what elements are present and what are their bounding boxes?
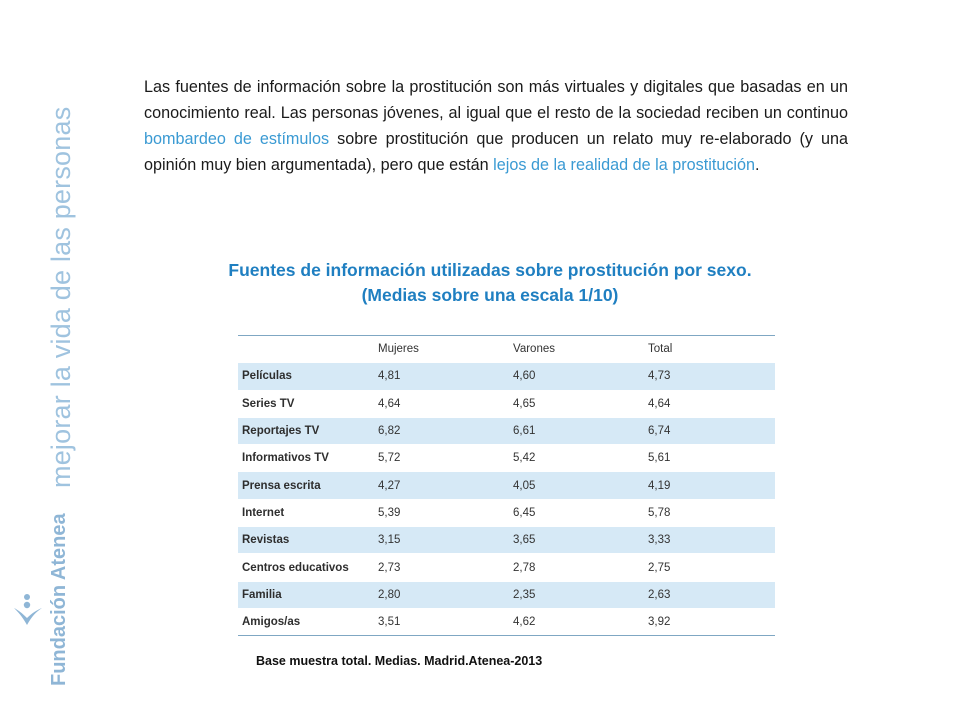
intro-paragraph: Las fuentes de información sobre la pros… [144, 74, 848, 178]
table-row: Reportajes TV 6,82 6,61 6,74 [238, 416, 775, 446]
intro-highlight-2: lejos de la realidad de la prostitución [493, 156, 756, 174]
cell-mujeres: 5,72 [378, 452, 401, 465]
cell-mujeres: 4,27 [374, 471, 509, 500]
intro-text-1: Las fuentes de información sobre la pros… [144, 78, 848, 122]
header-empty [238, 334, 374, 363]
row-label: Películas [238, 362, 374, 391]
cell-mujeres: 6,82 [374, 416, 509, 446]
cell-varones: 3,65 [509, 526, 644, 555]
cell-total: 3,33 [644, 526, 775, 555]
cell-total: 3,92 [644, 608, 775, 637]
header-varones: Varones [509, 334, 644, 363]
row-label: Revistas [238, 526, 374, 555]
cell-total: 2,75 [648, 561, 671, 574]
cell-total: 4,73 [644, 362, 775, 391]
intro-highlight-1: bombardeo de estímulos [144, 130, 330, 148]
cell-varones: 5,42 [513, 452, 536, 465]
row-label: Internet [242, 506, 285, 519]
sidebar-tagline: mejorar la vida de las personas [46, 106, 76, 488]
header-total: Total [644, 334, 775, 363]
cell-varones: 4,60 [509, 362, 644, 391]
atenea-figure-icon [14, 594, 42, 625]
table-row: Series TV 4,64 4,65 4,64 [238, 390, 775, 417]
cell-varones: 6,61 [509, 416, 644, 446]
table-row: Películas 4,81 4,60 4,73 [238, 362, 775, 391]
cell-varones: 4,05 [509, 471, 644, 500]
cell-total: 4,64 [648, 397, 671, 410]
table-title: Fuentes de información utilizadas sobre … [180, 258, 800, 308]
cell-mujeres: 4,81 [374, 362, 509, 391]
source-note: Base muestra total. Medias. Madrid.Atene… [256, 654, 543, 668]
table-row: Revistas 3,15 3,65 3,33 [238, 526, 775, 555]
table-row: Centros educativos 2,73 2,78 2,75 [238, 554, 775, 581]
cell-varones: 2,35 [509, 580, 644, 609]
table-title-line1: Fuentes de información utilizadas sobre … [228, 260, 752, 280]
cell-mujeres: 2,80 [374, 580, 509, 609]
row-label: Centros educativos [242, 561, 349, 574]
table-row: Prensa escrita 4,27 4,05 4,19 [238, 471, 775, 500]
table-row: Amigos/as 3,51 4,62 3,92 [238, 608, 775, 637]
row-label: Prensa escrita [238, 471, 374, 500]
cell-varones: 2,78 [513, 561, 536, 574]
table-row: Familia 2,80 2,35 2,63 [238, 580, 775, 609]
intro-text-3: . [755, 156, 760, 174]
sidebar-brand: Fundación Atenea [48, 513, 70, 686]
intro-text-2: sobre prostitución que producen un relat… [144, 130, 848, 174]
cell-mujeres: 2,73 [378, 561, 401, 574]
cell-mujeres: 4,64 [378, 397, 401, 410]
table-row: Internet 5,39 6,45 5,78 [238, 499, 775, 526]
row-label: Amigos/as [238, 608, 374, 637]
cell-varones: 6,45 [513, 506, 536, 519]
table-row: Informativos TV 5,72 5,42 5,61 [238, 445, 775, 472]
header-mujeres: Mujeres [374, 334, 509, 363]
row-label: Informativos TV [242, 452, 329, 465]
cell-total: 2,63 [644, 580, 775, 609]
cell-varones: 4,65 [513, 397, 536, 410]
sources-table: Mujeres Varones Total Películas 4,81 4,6… [238, 334, 775, 637]
row-label: Series TV [242, 397, 295, 410]
row-label: Familia [238, 580, 374, 609]
cell-mujeres: 3,15 [374, 526, 509, 555]
cell-total: 5,78 [648, 506, 671, 519]
cell-varones: 4,62 [509, 608, 644, 637]
cell-total: 6,74 [644, 416, 775, 446]
table-header-row: Mujeres Varones Total [238, 334, 775, 363]
cell-total: 5,61 [648, 452, 671, 465]
cell-mujeres: 3,51 [374, 608, 509, 637]
row-label: Reportajes TV [238, 416, 374, 446]
table-title-line2: (Medias sobre una escala 1/10) [361, 285, 619, 305]
cell-total: 4,19 [644, 471, 775, 500]
cell-mujeres: 5,39 [378, 506, 401, 519]
